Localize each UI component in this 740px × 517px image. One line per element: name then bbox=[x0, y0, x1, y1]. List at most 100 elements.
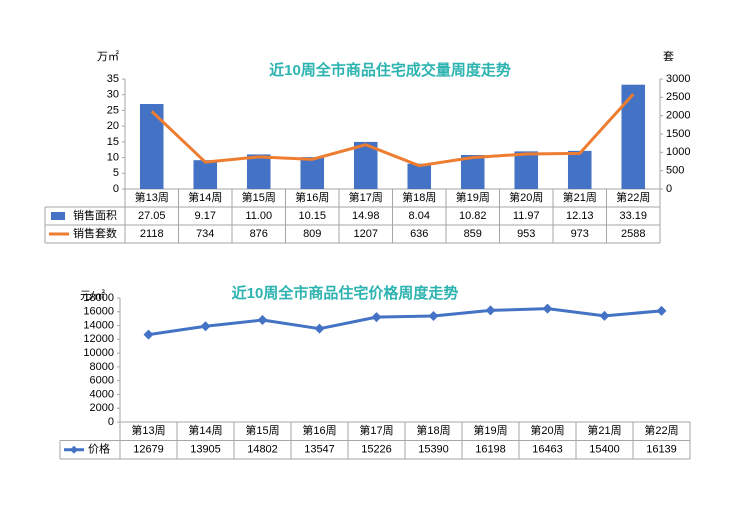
chart-title: 近10周全市商品住宅成交量周度走势 bbox=[269, 61, 511, 79]
table-value: 876 bbox=[250, 228, 268, 240]
y2-tick-label: 1500 bbox=[666, 128, 690, 140]
category-label: 第14周 bbox=[188, 423, 222, 437]
table-value: 973 bbox=[571, 228, 589, 240]
bar bbox=[460, 154, 485, 189]
y-axis-unit: 元/㎡ bbox=[80, 289, 105, 302]
table-value: 33.19 bbox=[619, 210, 647, 222]
line-marker bbox=[257, 315, 268, 326]
legend-swatch bbox=[51, 212, 65, 220]
y-tick-label: 35 bbox=[107, 73, 119, 85]
y-tick-label: 25 bbox=[107, 104, 119, 116]
y-tick-label: 6000 bbox=[90, 375, 114, 387]
category-label: 第19周 bbox=[456, 190, 490, 204]
line-marker bbox=[542, 303, 553, 314]
bar bbox=[246, 154, 271, 189]
category-label: 第15周 bbox=[242, 190, 276, 204]
table-value: 9.17 bbox=[195, 210, 216, 222]
table-value: 734 bbox=[196, 228, 214, 240]
category-label: 第22周 bbox=[616, 190, 650, 204]
bar bbox=[514, 151, 539, 189]
y2-tick-label: 500 bbox=[666, 165, 684, 177]
y-tick-label: 12000 bbox=[83, 333, 114, 345]
y-tick-label: 14000 bbox=[83, 319, 114, 331]
legend-label: 销售面积 bbox=[73, 208, 117, 222]
table-value: 16463 bbox=[532, 444, 563, 456]
table-value: 13547 bbox=[304, 444, 335, 456]
chart-title: 近10周全市商品住宅价格周度走势 bbox=[232, 284, 459, 302]
line-series bbox=[148, 307, 662, 337]
category-label: 第22周 bbox=[644, 423, 678, 437]
y2-tick-label: 0 bbox=[666, 183, 672, 195]
table-value: 1207 bbox=[354, 228, 378, 240]
y-tick-label: 0 bbox=[108, 416, 114, 428]
line-marker bbox=[143, 329, 154, 340]
line-marker bbox=[656, 305, 667, 316]
legend-label: 价格 bbox=[88, 442, 110, 456]
y2-tick-label: 2500 bbox=[666, 91, 690, 103]
line-marker bbox=[599, 310, 610, 321]
category-label: 第20周 bbox=[509, 190, 543, 204]
y-tick-label: 0 bbox=[113, 183, 119, 195]
y-tick-label: 30 bbox=[107, 89, 119, 101]
bar bbox=[193, 160, 218, 189]
table-value: 10.82 bbox=[459, 210, 487, 222]
table-value: 16198 bbox=[475, 444, 506, 456]
table-value: 11.97 bbox=[513, 210, 540, 222]
table-value: 809 bbox=[303, 228, 321, 240]
y-tick-label: 10000 bbox=[83, 347, 114, 359]
table-value: 8.04 bbox=[409, 210, 430, 222]
line-marker bbox=[371, 312, 382, 323]
table-value: 15390 bbox=[418, 444, 449, 456]
table-value: 10.15 bbox=[298, 210, 326, 222]
table-value: 953 bbox=[517, 228, 535, 240]
table-value: 2588 bbox=[621, 228, 645, 240]
table-value: 13905 bbox=[190, 444, 221, 456]
table-value: 12.13 bbox=[566, 210, 594, 222]
bar bbox=[139, 103, 164, 189]
y-tick-label: 8000 bbox=[90, 361, 114, 373]
table-value: 859 bbox=[464, 228, 482, 240]
line-marker bbox=[428, 310, 439, 321]
y-tick-label: 18000 bbox=[83, 292, 114, 304]
category-label: 第21周 bbox=[587, 423, 621, 437]
y2-axis-unit: 套 bbox=[663, 50, 674, 63]
category-label: 第19周 bbox=[473, 423, 507, 437]
table-value: 16139 bbox=[646, 444, 677, 456]
category-label: 第17周 bbox=[349, 190, 383, 204]
category-label: 第13周 bbox=[131, 423, 165, 437]
category-label: 第16周 bbox=[295, 190, 329, 204]
category-label: 第17周 bbox=[359, 423, 393, 437]
table-value: 14.98 bbox=[352, 210, 380, 222]
y2-tick-label: 3000 bbox=[666, 73, 690, 85]
table-value: 27.05 bbox=[138, 210, 166, 222]
legend-marker bbox=[70, 445, 78, 454]
table-value: 15226 bbox=[361, 444, 392, 456]
bar bbox=[621, 84, 646, 189]
y-tick-label: 4000 bbox=[90, 388, 114, 400]
category-label: 第16周 bbox=[302, 423, 336, 437]
line-marker bbox=[314, 323, 325, 334]
legend-label: 销售套数 bbox=[73, 226, 117, 240]
table-value: 15400 bbox=[589, 444, 620, 456]
bar bbox=[407, 163, 432, 189]
line-series bbox=[150, 93, 635, 168]
category-label: 第18周 bbox=[416, 423, 450, 437]
table-value: 2118 bbox=[140, 228, 164, 240]
category-label: 第20周 bbox=[530, 423, 564, 437]
y-tick-label: 16000 bbox=[83, 306, 114, 318]
table-value: 636 bbox=[410, 228, 428, 240]
y-tick-label: 2000 bbox=[90, 402, 114, 414]
table-value: 14802 bbox=[247, 444, 278, 456]
category-label: 第18周 bbox=[402, 190, 436, 204]
category-label: 第21周 bbox=[563, 190, 597, 204]
y2-tick-label: 2000 bbox=[666, 110, 690, 122]
table-value: 11.00 bbox=[245, 210, 272, 222]
y-tick-label: 20 bbox=[107, 120, 119, 132]
category-label: 第13周 bbox=[135, 190, 169, 204]
y-tick-label: 15 bbox=[107, 136, 119, 148]
bar bbox=[300, 157, 325, 189]
y2-tick-label: 1000 bbox=[666, 146, 690, 158]
line-marker bbox=[200, 321, 211, 332]
category-label: 第15周 bbox=[245, 423, 279, 437]
